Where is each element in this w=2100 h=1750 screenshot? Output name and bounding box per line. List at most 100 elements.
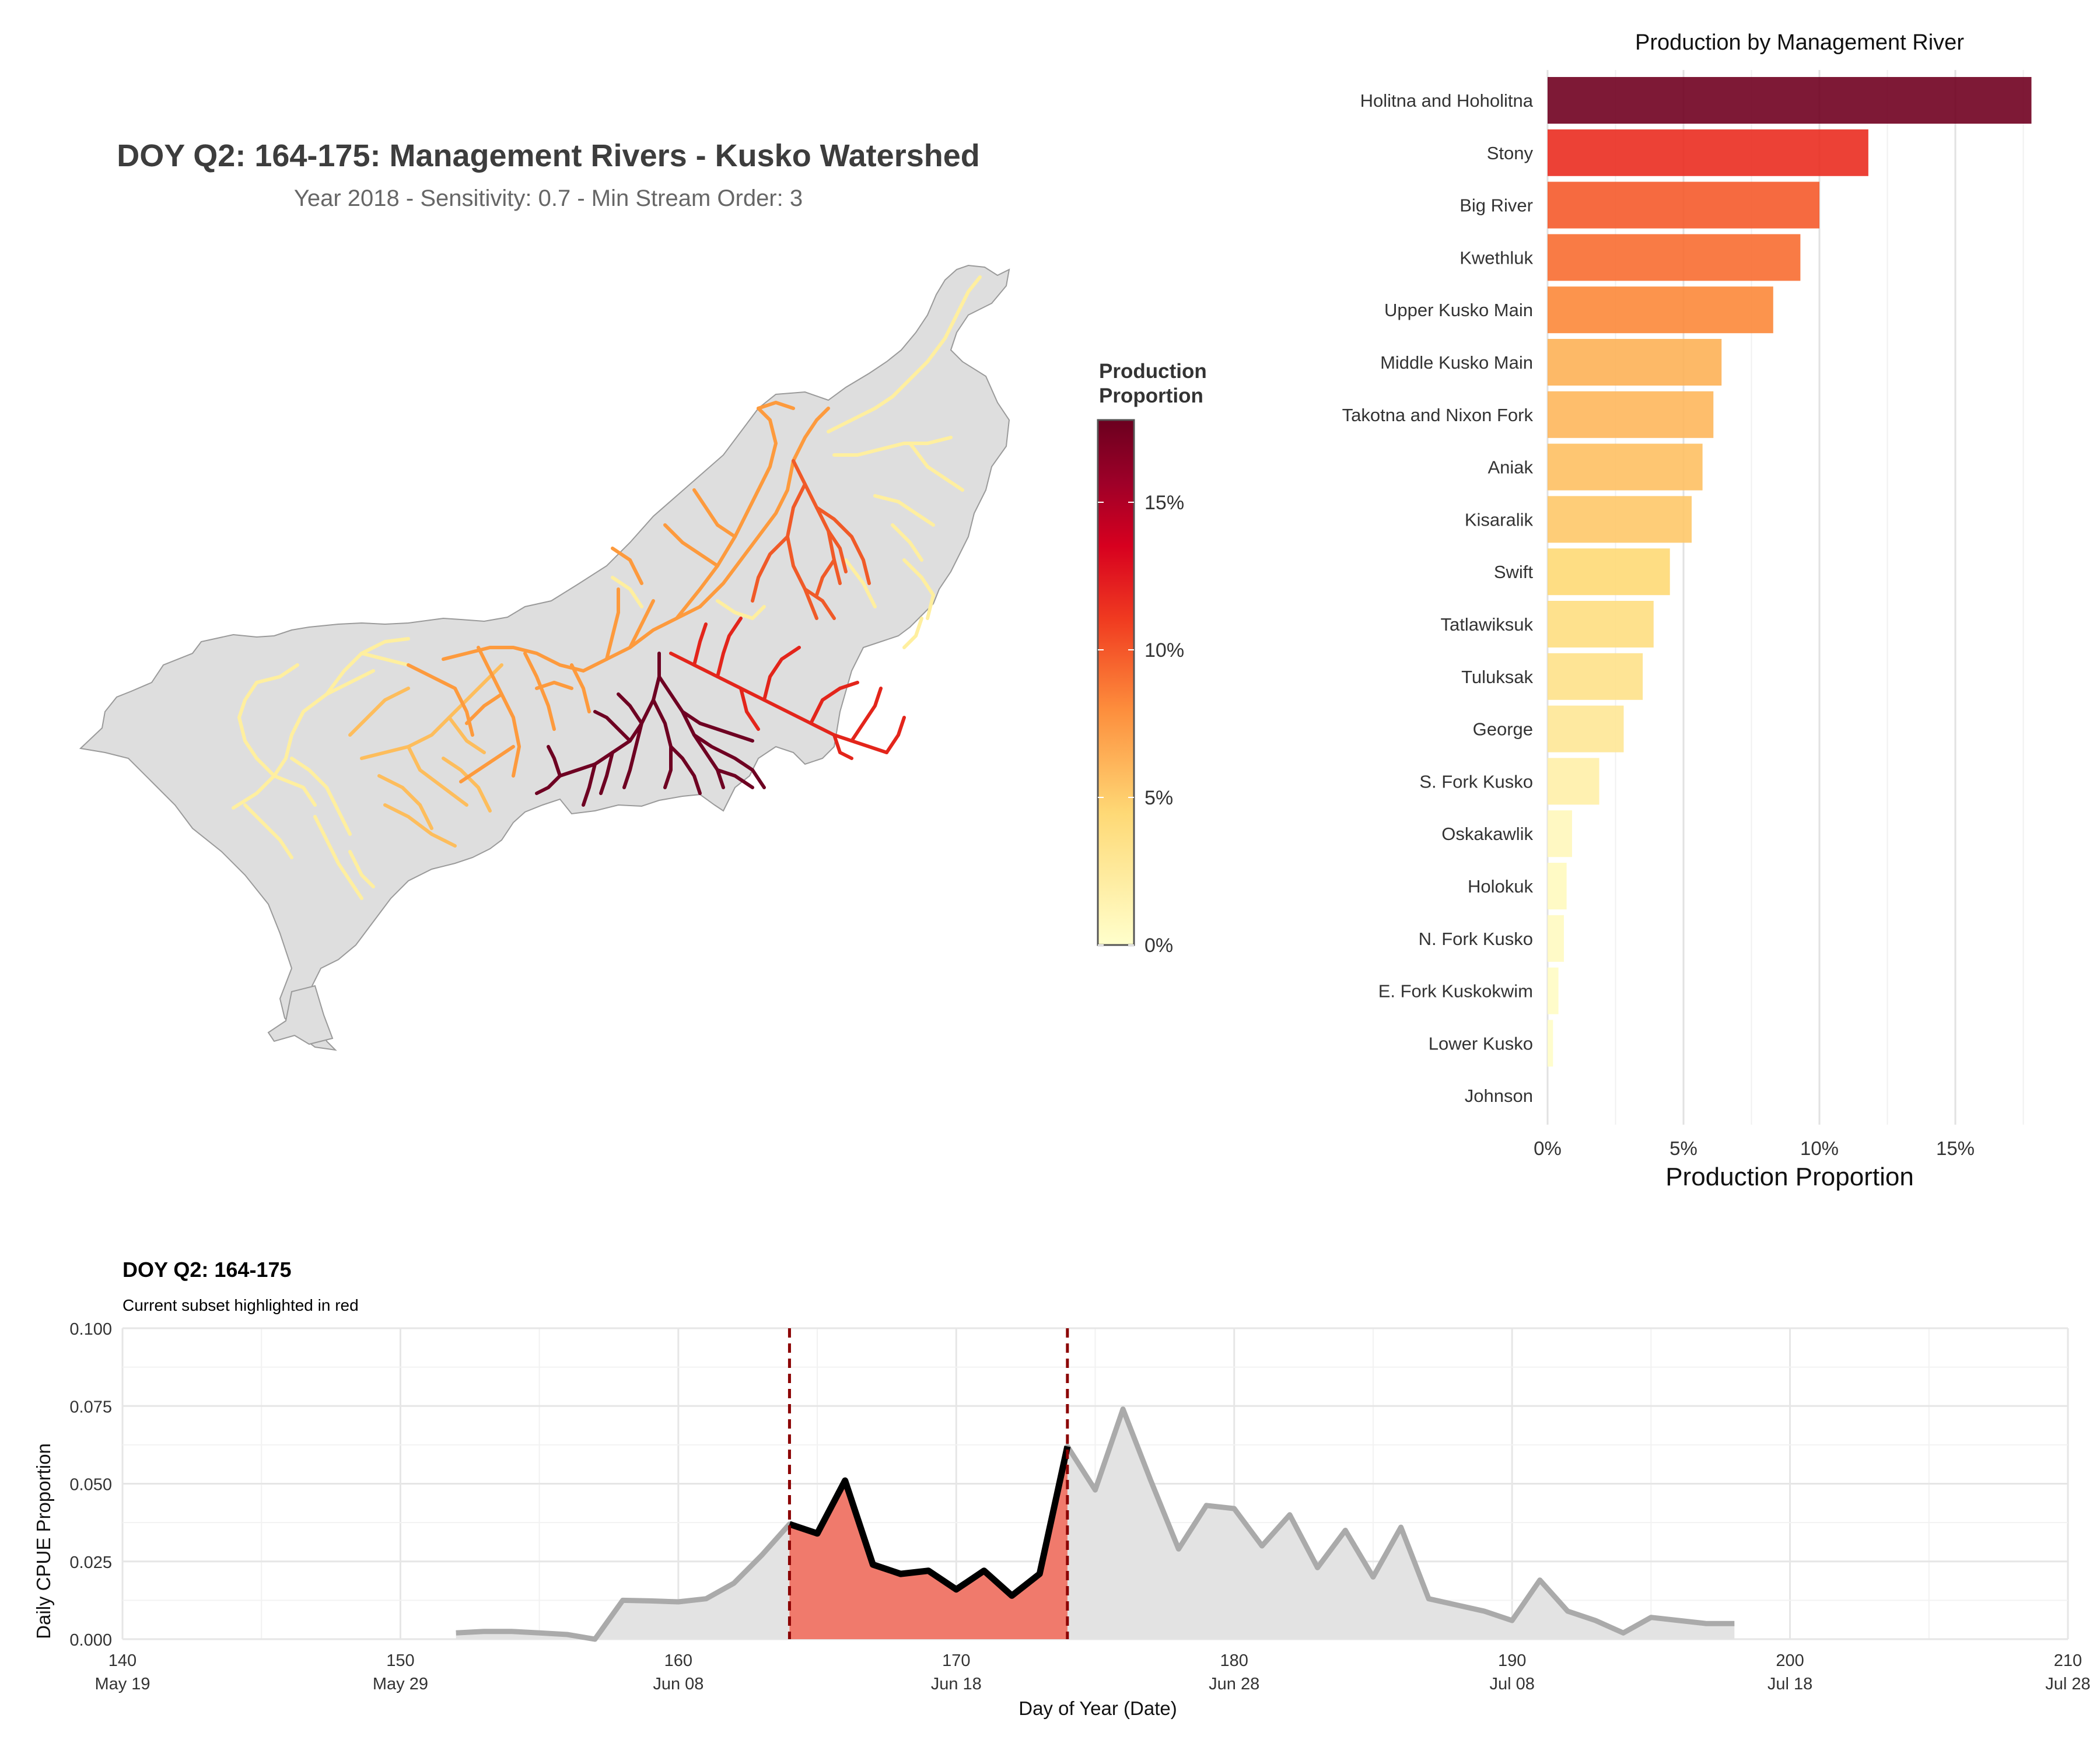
ts-subtitle: Current subset highlighted in red [123,1296,359,1314]
ts-x-tick-date: May 19 [94,1675,150,1693]
ts-subset-line [788,1446,1071,1599]
ts-subset-area [789,1446,1068,1639]
bar-category-label: Holokuk [1468,876,1533,897]
bar [1548,1020,1553,1067]
ts-full-area [456,1409,1735,1639]
bar-category-label: Lower Kusko [1429,1033,1533,1054]
ts-x-tick-doy: 140 [108,1651,136,1670]
bar-category-label: S. Fork Kusko [1419,771,1533,792]
ts-y-tick: 0.050 [69,1476,112,1494]
map-legend: 0% 5% 10% 15% [1097,419,1184,957]
bar-category-label: Stony [1487,143,1534,163]
legend-colorbar [1097,419,1135,946]
bar [1548,967,1559,1014]
ts-x-tick-date: Jul 08 [1489,1675,1534,1693]
bar-category-label: Upper Kusko Main [1384,300,1533,320]
map-subtitle: Year 2018 - Sensitivity: 0.7 - Min Strea… [293,186,803,211]
cpue-chart: 0.000 0.025 0.050 0.075 0.100 140 May 19 150 Ma… [33,1320,2091,1719]
ts-x-tick-doy: 180 [1220,1651,1248,1670]
ts-y-tick-labels: 0.000 0.025 0.050 0.075 0.100 [69,1320,112,1650]
bar [1548,863,1567,909]
bar-category-label: Holitna and Hoholitna [1360,90,1534,111]
legend-tick-15: 15% [1144,492,1184,514]
ts-x-tick-date: Jun 18 [931,1675,982,1693]
bar [1548,496,1692,543]
bar-x-tick: 10% [1800,1138,1839,1159]
bar-category-label: Kisaralik [1465,509,1534,530]
bar-category-label: Johnson [1465,1086,1533,1106]
bar-chart: Holitna and Hoholitna Stony Big River Kweth… [1342,70,2032,1191]
coastal-lobe [267,985,334,1045]
legend-tick-5: 5% [1144,787,1173,809]
bar-x-tick: 15% [1936,1138,1975,1159]
ts-y-tick: 0.100 [69,1320,112,1339]
bar-category-label: Oskakawlik [1441,824,1533,844]
bar [1548,181,1819,229]
bar-category-label: Big River [1460,195,1533,216]
bar [1548,234,1801,281]
bar [1548,653,1643,700]
map-title: DOY Q2: 164-175: Management Rivers - Kus… [117,138,980,173]
bar [1548,705,1624,752]
bar [1548,601,1654,648]
ts-x-tick-date: Jun 08 [653,1675,704,1693]
ts-x-tick-date: May 29 [373,1675,428,1693]
ts-x-tick-doy: 160 [664,1651,692,1670]
bar-x-tick: 5% [1670,1138,1698,1159]
bar [1548,758,1600,805]
ts-x-tick-date: Jul 28 [2045,1675,2090,1693]
ts-x-tick-doy: 190 [1498,1651,1526,1670]
bar-category-label: Tatlawiksuk [1441,614,1534,635]
bar-category-label: Swift [1494,562,1534,582]
bar-category-label: Middle Kusko Main [1380,352,1533,373]
bar-category-label: Tuluksak [1461,667,1533,687]
bar-category-label: Takotna and Nixon Fork [1342,405,1534,425]
watershed-map [79,264,1010,1051]
ts-y-tick: 0.025 [69,1553,112,1572]
bar-chart-title: Production by Management River [1635,30,1964,55]
ts-x-axis-label: Day of Year (Date) [1019,1698,1177,1719]
bar-category-labels: Holitna and Hoholitna Stony Big River Kweth… [1342,90,1534,1106]
streams-orange [407,401,830,783]
streams-red [669,617,906,760]
ts-x-tick-date: Jul 18 [1768,1675,1812,1693]
ts-title: DOY Q2: 164-175 [123,1258,292,1282]
bar-category-label: N. Fork Kusko [1419,929,1533,949]
bar [1548,339,1722,386]
ts-x-tick-date: Jun 28 [1209,1675,1259,1693]
bar [1548,443,1703,491]
ts-y-tick: 0.075 [69,1398,112,1416]
ts-full-line [456,1406,1735,1642]
bar-category-label: Kwethluk [1460,247,1533,268]
streams-mid [348,663,503,848]
bar-category-label: E. Fork Kuskokwim [1378,981,1533,1002]
streams-low [232,275,982,900]
bar [1548,548,1670,596]
ts-y-tick: 0.000 [69,1631,112,1650]
bar-x-tick: 0% [1534,1138,1562,1159]
bar [1548,286,1773,334]
ts-x-tick-labels: 140 May 19 150 May 29 160 Jun 08 170 Jun 18 180 J… [94,1651,2090,1693]
bar [1548,77,2032,124]
legend-tick-10: 10% [1144,639,1184,662]
ts-x-tick-doy: 200 [1776,1651,1804,1670]
ts-y-axis-label: Daily CPUE Proportion [33,1443,54,1639]
bar-category-label: Aniak [1488,457,1533,478]
bar [1548,915,1564,962]
ts-x-tick-doy: 210 [2054,1651,2082,1670]
ts-x-tick-doy: 170 [942,1651,970,1670]
legend-title-line2: Proportion [1099,384,1203,407]
legend-title-line1: Production [1099,360,1207,383]
bar-category-label: George [1473,719,1533,740]
bar-x-axis-label: Production Proportion [1665,1163,1914,1191]
bar-x-tick-labels: 0% 5% 10% 15% [1534,1138,1975,1159]
legend-tick-0: 0% [1144,935,1173,957]
ts-x-tick-doy: 150 [386,1651,414,1670]
bar [1548,129,1868,176]
streams-red-orange [751,459,871,620]
bar-series [1548,77,2032,1067]
bar [1548,810,1572,858]
streams-darkred [535,652,766,807]
legend-ticks: 0% 5% 10% 15% [1098,492,1184,957]
bar [1548,391,1714,438]
